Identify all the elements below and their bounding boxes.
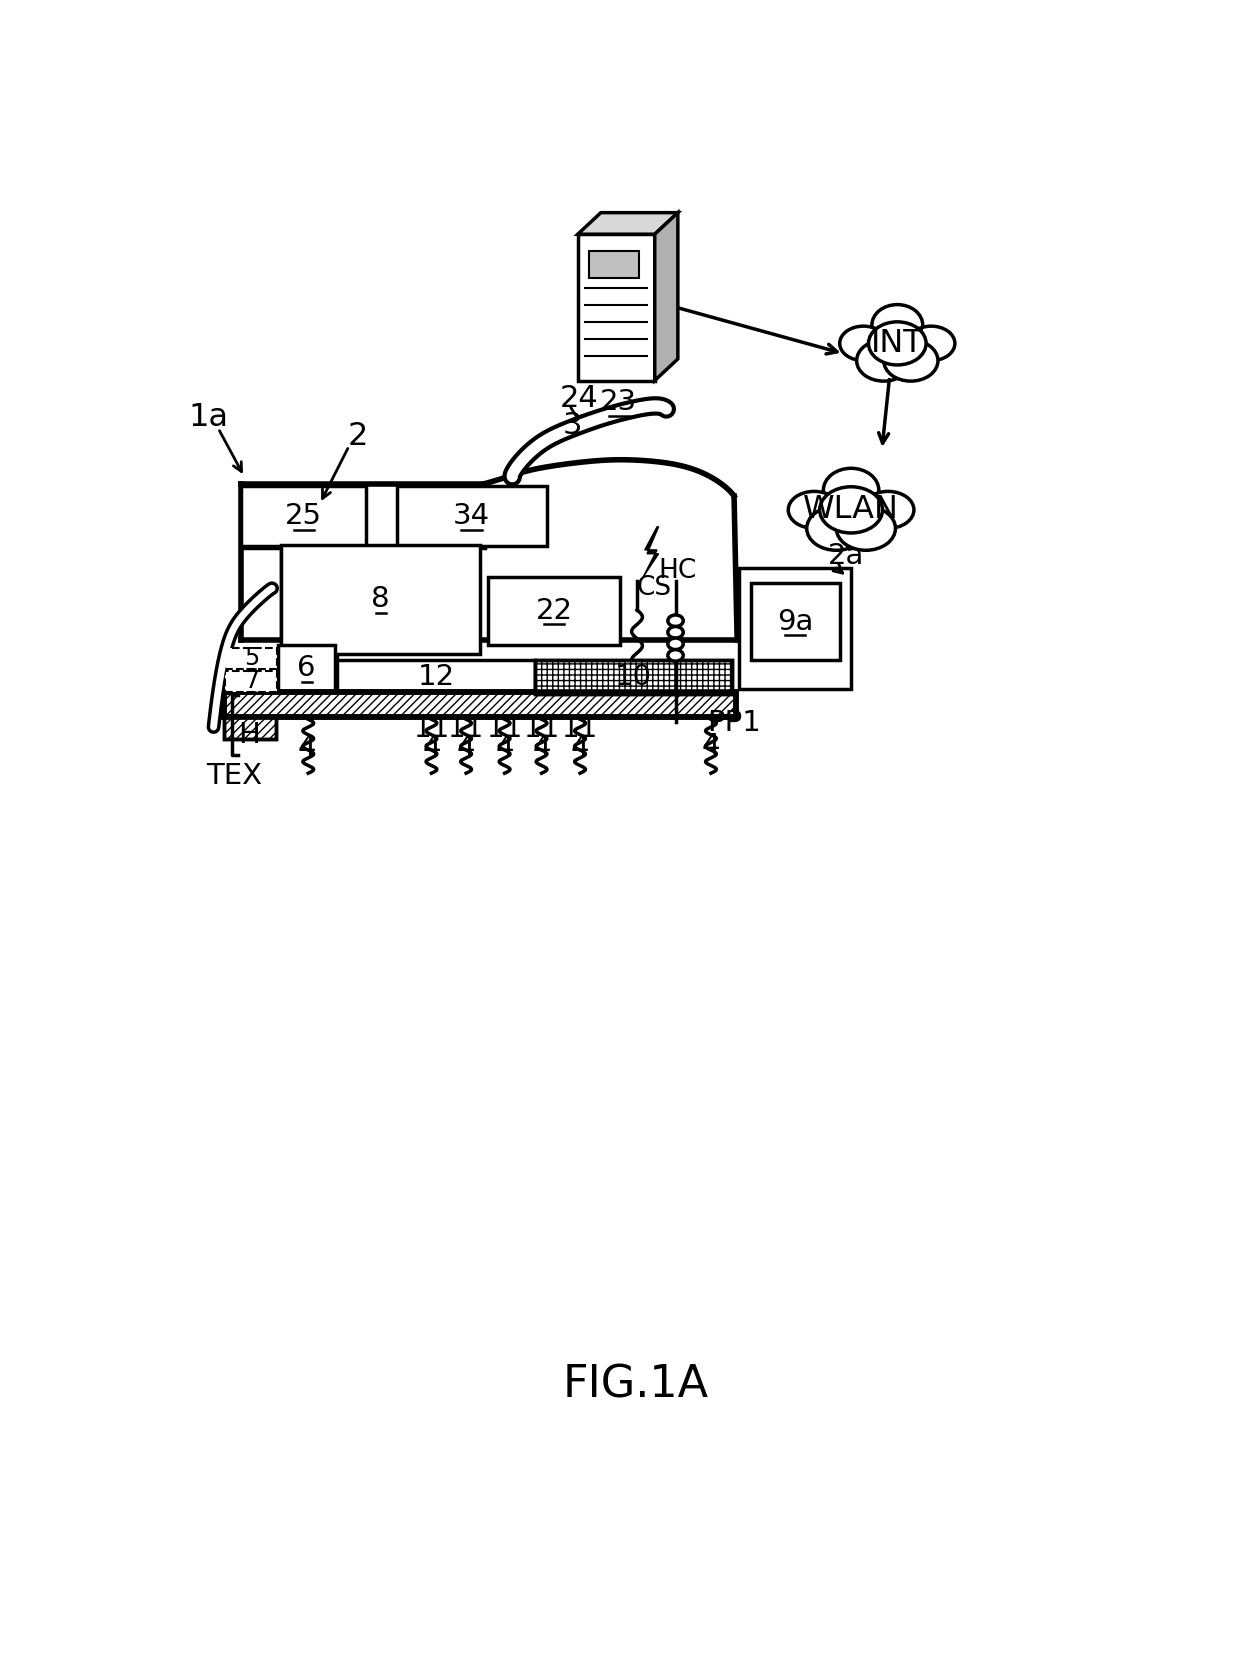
Ellipse shape <box>836 507 895 550</box>
Ellipse shape <box>668 627 683 639</box>
Ellipse shape <box>868 323 926 364</box>
Text: 12: 12 <box>418 664 455 690</box>
Bar <box>223 692 735 717</box>
Text: 11: 11 <box>563 715 598 743</box>
Text: 6: 6 <box>298 655 316 682</box>
Ellipse shape <box>884 341 937 381</box>
Text: 11: 11 <box>414 715 449 743</box>
Bar <box>226 670 278 692</box>
Polygon shape <box>644 527 658 577</box>
Text: 25: 25 <box>285 502 322 530</box>
Ellipse shape <box>807 507 866 550</box>
Text: 34: 34 <box>453 502 490 530</box>
Ellipse shape <box>862 491 914 529</box>
Text: 9a: 9a <box>776 607 813 635</box>
Text: CS: CS <box>636 575 672 602</box>
Text: PP1: PP1 <box>707 708 761 737</box>
Text: 4: 4 <box>422 733 440 762</box>
Text: 4: 4 <box>532 733 551 762</box>
Bar <box>536 660 732 693</box>
Ellipse shape <box>872 304 923 346</box>
Bar <box>278 645 335 692</box>
Bar <box>223 692 735 717</box>
Text: 11: 11 <box>449 715 484 743</box>
Ellipse shape <box>668 650 683 662</box>
Text: 4: 4 <box>456 733 475 762</box>
Bar <box>223 717 277 738</box>
Text: 4: 4 <box>495 733 513 762</box>
Text: 5: 5 <box>243 645 259 670</box>
Ellipse shape <box>668 639 683 650</box>
Text: 4: 4 <box>570 733 589 762</box>
Bar <box>487 577 620 645</box>
Text: 10: 10 <box>615 664 652 690</box>
Polygon shape <box>655 213 678 381</box>
Text: 8: 8 <box>371 585 389 614</box>
Bar <box>739 567 851 688</box>
Ellipse shape <box>789 491 839 529</box>
Text: WLAN: WLAN <box>804 494 899 526</box>
Text: 22: 22 <box>536 597 573 625</box>
Text: 2a: 2a <box>827 542 864 570</box>
Polygon shape <box>578 234 655 381</box>
Text: 11: 11 <box>487 715 522 743</box>
Text: 4: 4 <box>702 732 720 760</box>
Ellipse shape <box>839 326 887 361</box>
Bar <box>536 660 732 693</box>
Bar <box>281 544 480 654</box>
Ellipse shape <box>668 615 683 627</box>
Bar <box>337 660 536 693</box>
Text: HC: HC <box>658 559 696 584</box>
Ellipse shape <box>857 341 911 381</box>
Polygon shape <box>578 213 678 234</box>
Ellipse shape <box>823 469 879 512</box>
Text: TEX: TEX <box>206 762 262 790</box>
Text: 11: 11 <box>525 715 559 743</box>
Bar <box>397 486 547 545</box>
Text: 1a: 1a <box>188 402 228 432</box>
Text: 3: 3 <box>563 411 582 439</box>
Text: 2: 2 <box>348 421 368 452</box>
Text: INT: INT <box>870 328 924 359</box>
Text: 23: 23 <box>600 387 637 416</box>
Ellipse shape <box>820 487 883 532</box>
Bar <box>242 486 366 545</box>
Text: 24: 24 <box>560 384 599 412</box>
Text: 7: 7 <box>244 669 259 693</box>
Ellipse shape <box>908 326 955 361</box>
Text: FIG.1A: FIG.1A <box>563 1364 708 1407</box>
Bar <box>226 647 278 669</box>
Text: 4: 4 <box>298 733 316 762</box>
Bar <box>751 584 839 660</box>
Bar <box>223 717 277 738</box>
Bar <box>589 251 640 278</box>
Text: H: H <box>238 720 260 748</box>
